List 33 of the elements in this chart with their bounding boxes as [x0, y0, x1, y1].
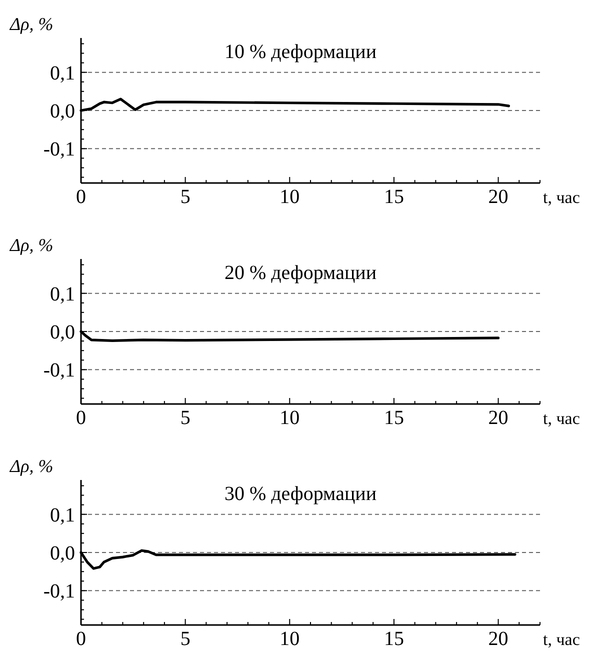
x-tick-label: 20 [488, 407, 508, 429]
y-tick-label: -0,1 [43, 138, 75, 161]
x-tick-label: 20 [488, 628, 508, 650]
y-tick-label: 0,0 [50, 322, 75, 344]
x-tick-label: 5 [180, 628, 190, 650]
x-tick-label: 10 [280, 186, 300, 208]
y-tick-label: 0,1 [50, 504, 75, 526]
y-axis-title: Δρ, % [9, 235, 54, 255]
x-tick-label: 15 [384, 407, 404, 429]
x-tick-label: 5 [180, 186, 190, 208]
y-tick-label: 0,1 [50, 283, 75, 306]
y-tick-label: 0,1 [50, 62, 75, 84]
x-tick-label: 10 [280, 628, 300, 650]
y-tick-label: -0,1 [43, 360, 75, 382]
x-tick-label: 15 [384, 186, 404, 208]
y-tick-label: -0,1 [43, 580, 75, 603]
x-tick-label: 10 [280, 407, 300, 429]
x-tick-label: 0 [76, 407, 86, 429]
x-tick-label: 20 [488, 186, 508, 208]
x-tick-label: 15 [384, 628, 404, 650]
chart-title: 30 % деформации [224, 483, 377, 505]
y-tick-label: 0,0 [50, 100, 75, 122]
x-axis-title: t, час [543, 630, 580, 649]
chart-title: 20 % деформации [224, 262, 377, 284]
y-axis-title: Δρ, % [9, 14, 54, 34]
chart-title: 10 % деформации [224, 41, 377, 63]
x-axis-title: t, час [543, 409, 580, 428]
x-tick-label: 0 [76, 186, 86, 208]
x-tick-label: 5 [180, 407, 190, 429]
y-axis-title: Δρ, % [9, 456, 54, 476]
x-tick-label: 0 [76, 628, 86, 650]
y-tick-label: 0,0 [50, 542, 75, 564]
x-axis-title: t, час [543, 188, 580, 207]
